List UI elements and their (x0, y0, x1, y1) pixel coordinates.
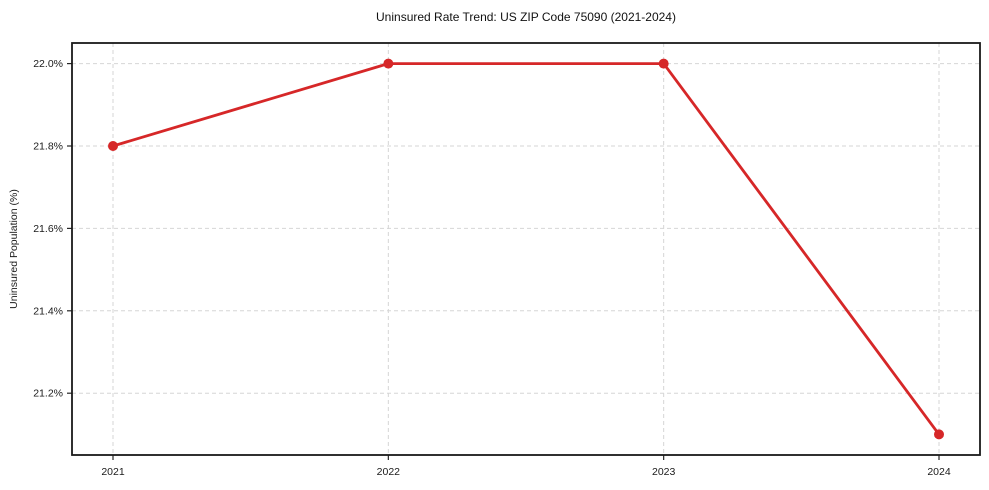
x-tick-label: 2022 (377, 466, 401, 478)
data-point (383, 58, 394, 69)
y-tick-label: 21.4% (33, 305, 63, 317)
grid-layer (72, 43, 980, 455)
data-point (658, 58, 669, 69)
y-tick-label: 21.8% (33, 141, 63, 153)
trend-line (111, 62, 941, 436)
y-tick-label: 21.2% (33, 388, 63, 400)
x-tick-label: 2021 (101, 466, 125, 478)
marker-layer (108, 58, 944, 440)
plot-border (71, 42, 981, 456)
data-point (934, 429, 944, 440)
y-tick-label: 21.6% (33, 223, 63, 235)
chart-title: Uninsured Rate Trend: US ZIP Code 75090 … (376, 10, 676, 24)
x-tick-label: 2024 (927, 466, 951, 478)
data-point (108, 141, 118, 151)
y-axis-label: Uninsured Population (%) (8, 189, 20, 309)
y-tick-label: 22.0% (33, 58, 63, 70)
x-tick-label: 2023 (652, 466, 676, 478)
tick-layer: 21.2% 21.4% 21.6% 21.8% 22.0% 2021 2022 2023 202… (33, 58, 951, 478)
